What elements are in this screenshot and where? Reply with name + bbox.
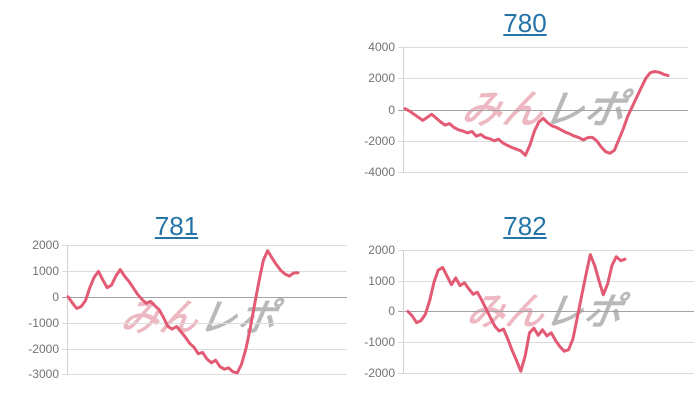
- y-axis-tick-label: 0: [388, 304, 395, 319]
- y-axis-tick-label: 4000: [368, 40, 395, 54]
- y-axis-tick-label: -2000: [364, 365, 395, 380]
- y-axis-tick-label: -3000: [28, 367, 59, 382]
- chart-781-title-link[interactable]: 781: [154, 211, 199, 241]
- line-chart-canvas: [62, 245, 347, 375]
- chart-780-title-link[interactable]: 780: [503, 8, 547, 38]
- y-axis-tick-label: -2000: [28, 341, 59, 356]
- chart-782-title-link[interactable]: 782: [503, 211, 547, 241]
- chart-780: 780 みんレポ 4000 2000 0 -2000 -4000: [353, 6, 697, 190]
- y-axis-tick-label: 0: [52, 289, 59, 304]
- chart-782: 782 みんレポ 2000 1000 0 -1000 -2000: [353, 206, 697, 398]
- y-axis-tick-label: 1000: [368, 273, 395, 288]
- y-axis-tick-label: 1000: [32, 263, 59, 278]
- data-series-line: [66, 249, 300, 375]
- y-axis-tick-label: -1000: [364, 335, 395, 350]
- y-axis-tick-label: 2000: [368, 71, 395, 86]
- line-chart-canvas: [398, 47, 688, 173]
- chart-781: 781 みんレポ 2000 1000 0 -1000 -2000 -3000: [3, 206, 350, 398]
- y-axis-tick-label: -2000: [364, 133, 395, 148]
- y-axis-tick-label: -4000: [364, 165, 395, 179]
- data-series-line: [406, 253, 627, 373]
- y-axis-tick-label: 0: [388, 102, 395, 117]
- line-chart-canvas: [398, 250, 694, 374]
- data-series-line: [403, 70, 670, 157]
- y-axis-tick-label: -1000: [28, 315, 59, 330]
- y-axis-tick-label: 2000: [32, 238, 59, 252]
- y-axis-tick-label: 2000: [368, 243, 395, 257]
